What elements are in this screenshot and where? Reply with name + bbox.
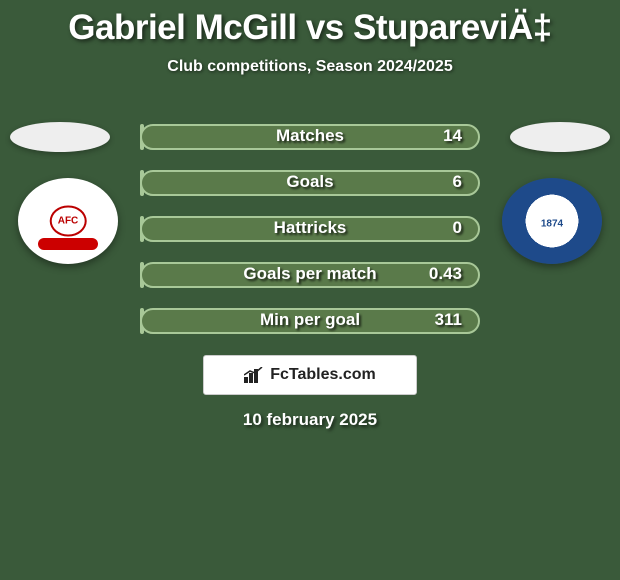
stat-value-right: 0 xyxy=(453,218,462,238)
player-photo-left xyxy=(10,122,110,152)
stat-value-right: 311 xyxy=(435,310,462,330)
brand-text: FcTables.com xyxy=(270,366,376,384)
subtitle: Club competitions, Season 2024/2025 xyxy=(0,58,620,76)
brand-box[interactable]: FcTables.com xyxy=(203,355,417,395)
chart-icon xyxy=(244,367,264,383)
stat-row: Goals6 xyxy=(140,166,480,200)
date-line: 10 february 2025 xyxy=(0,410,620,430)
club-badge-left xyxy=(18,178,118,264)
stat-row: Min per goal311 xyxy=(140,304,480,338)
page-title: Gabriel McGill vs StupareviÄ‡ xyxy=(0,0,620,48)
stat-label: Min per goal xyxy=(140,310,480,330)
stat-label: Goals xyxy=(140,172,480,192)
player-photo-right xyxy=(510,122,610,152)
stat-row: Goals per match0.43 xyxy=(140,258,480,292)
stat-label: Matches xyxy=(140,126,480,146)
stat-row: Hattricks0 xyxy=(140,212,480,246)
club-badge-right xyxy=(502,178,602,264)
stat-value-right: 6 xyxy=(453,172,462,192)
stat-value-right: 14 xyxy=(443,126,462,146)
stats-column: Matches14 Goals6 Hattricks0 Goals per match… xyxy=(140,120,480,350)
stat-row: Matches14 xyxy=(140,120,480,154)
stat-label: Hattricks xyxy=(140,218,480,238)
stat-value-right: 0.43 xyxy=(429,264,462,284)
